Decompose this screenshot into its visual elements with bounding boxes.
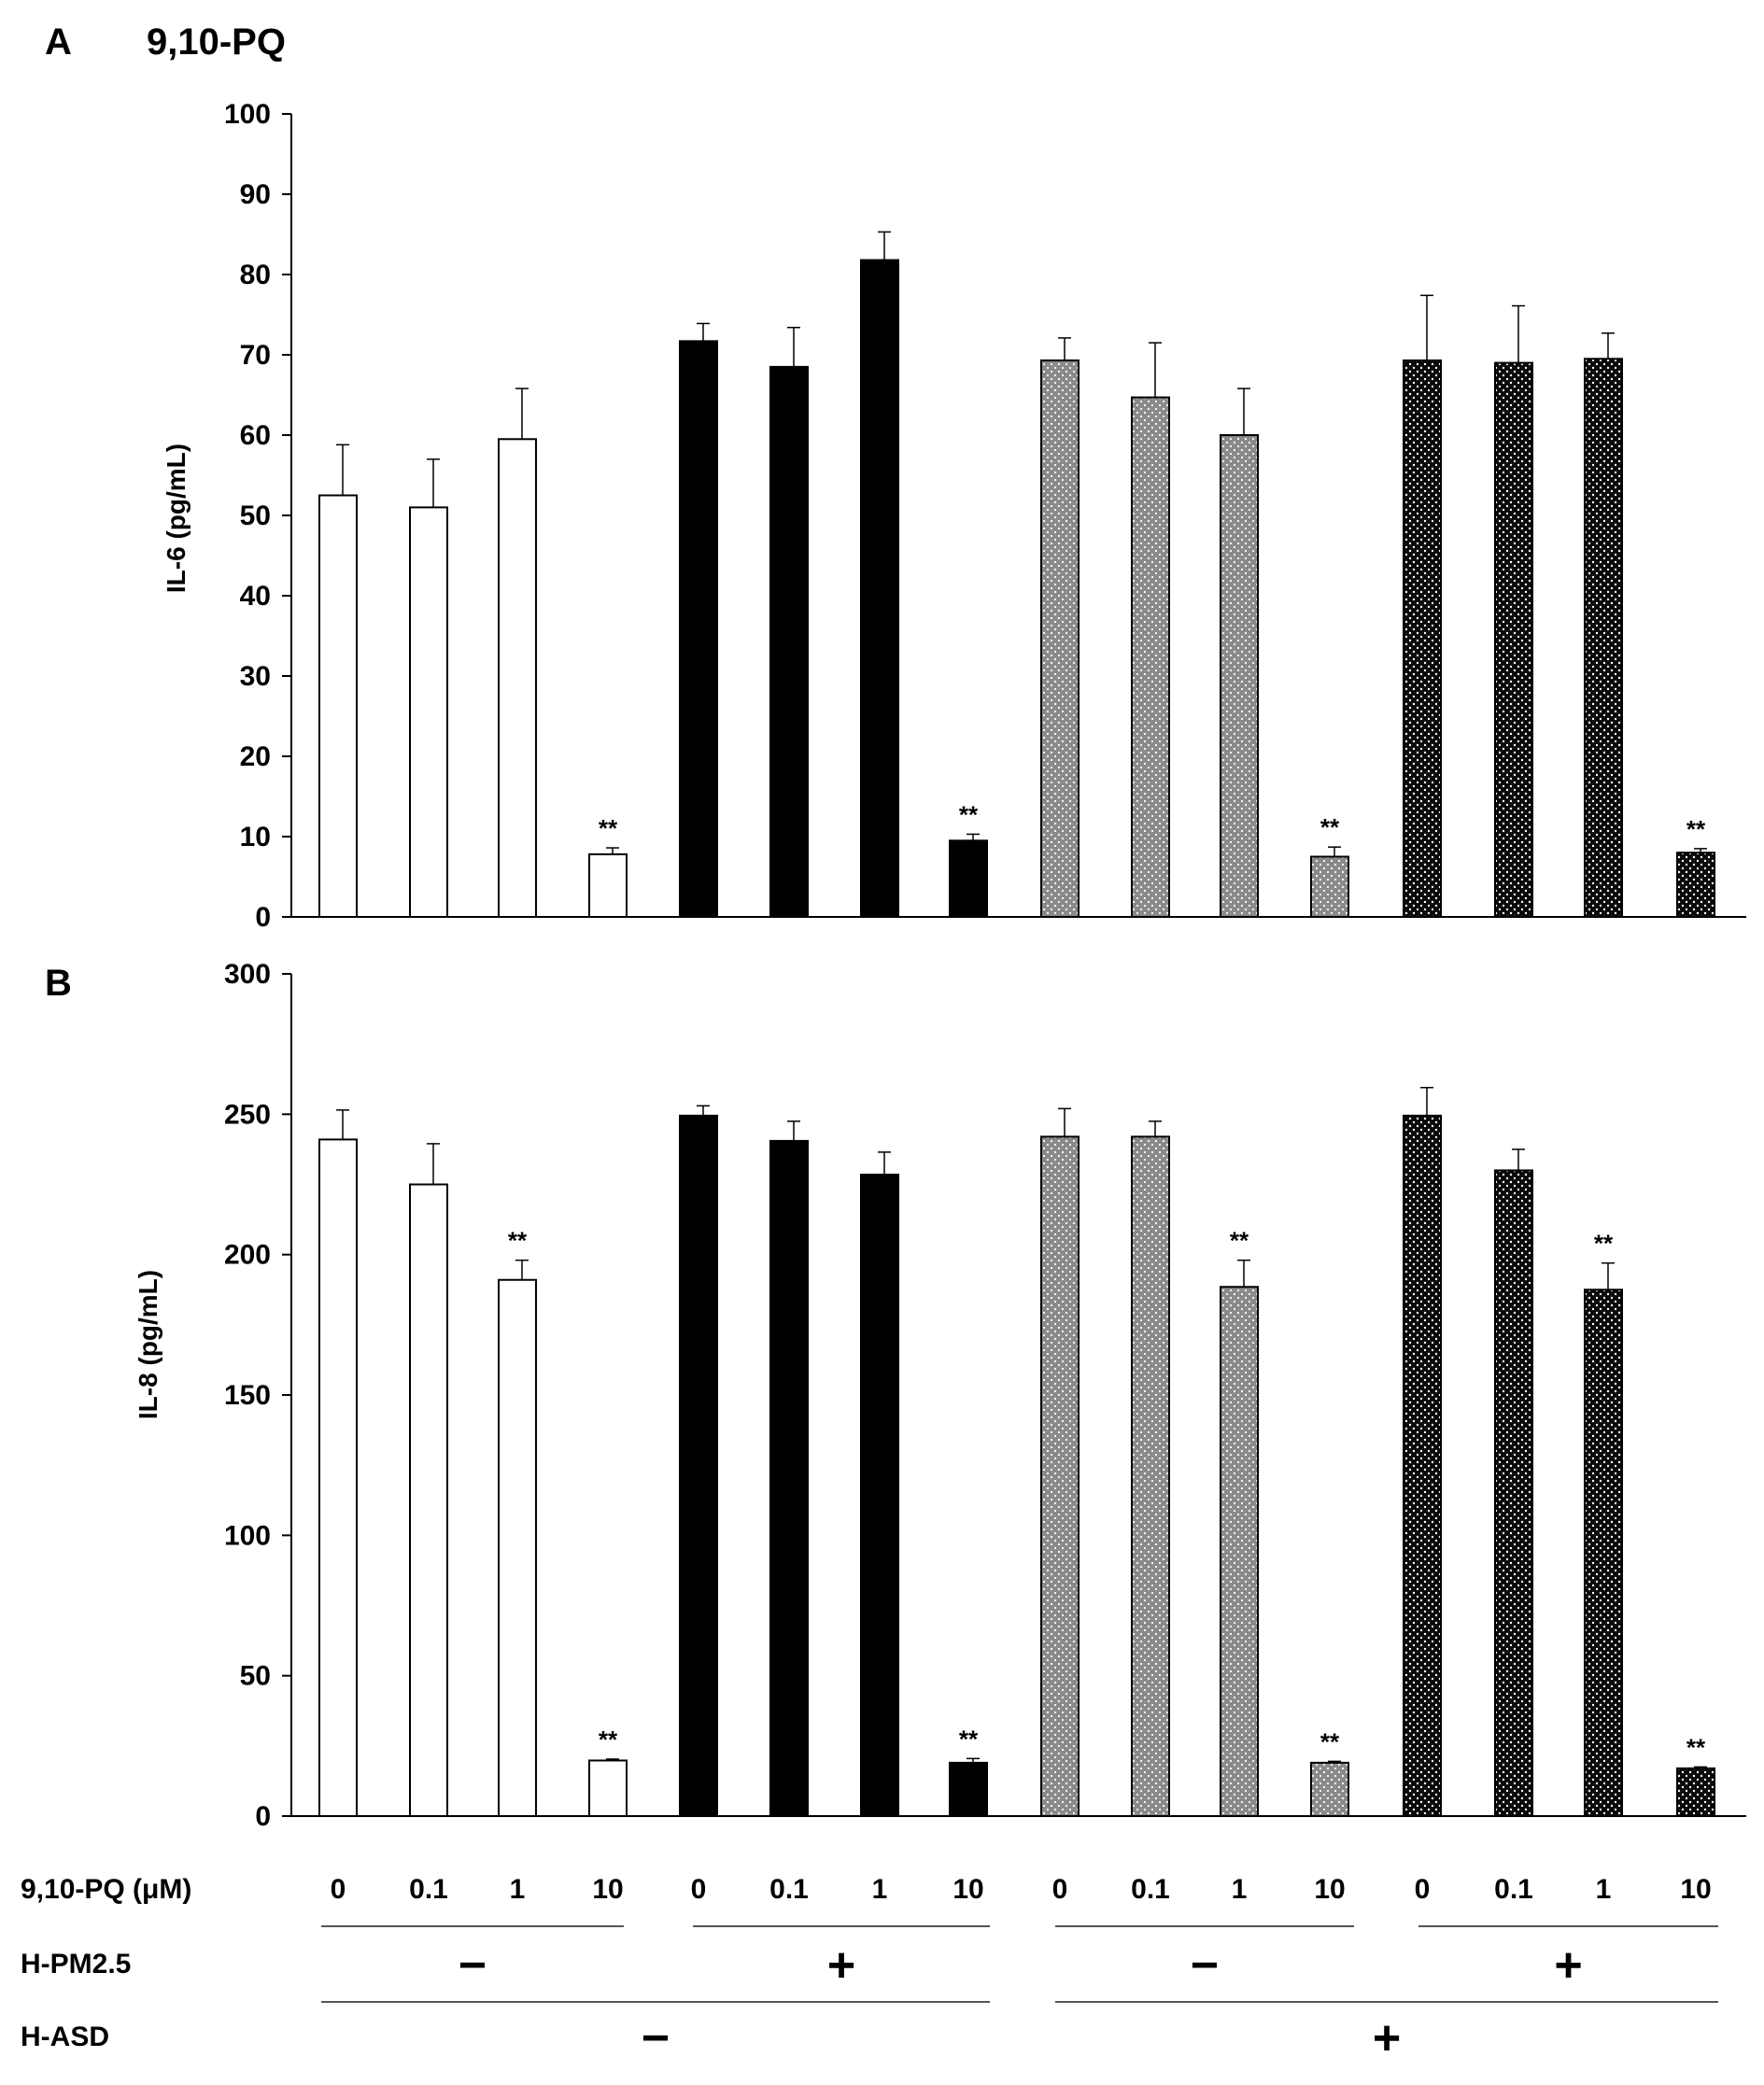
panel-a-significance-mark: ** bbox=[1686, 815, 1706, 843]
h-pm25-sign: + bbox=[827, 1938, 855, 1993]
panel-a-title: 9,10-PQ bbox=[147, 21, 286, 63]
panel-b-significance-mark: ** bbox=[1594, 1230, 1614, 1258]
panel-a-y-tick-label: 20 bbox=[240, 741, 271, 772]
panel-a-significance-mark: ** bbox=[959, 800, 979, 828]
concentration-value: 0 bbox=[1052, 1874, 1068, 1905]
panel-b-bar bbox=[409, 1183, 448, 1817]
panel-b-bar bbox=[860, 1173, 899, 1817]
panel-b-bar bbox=[769, 1139, 809, 1817]
panel-b-bar bbox=[1310, 1761, 1349, 1817]
concentration-value: 0.1 bbox=[409, 1874, 448, 1905]
condition-table: 9,10-PQ (μM) H-PM2.5 H-ASD 0 0.1 1 10 0 0.1 1 1… bbox=[21, 1874, 1718, 2065]
concentration-value: 0.1 bbox=[1494, 1874, 1533, 1905]
panel-a-chart: 0 10 20 30 40 50 60 70 80 90 100 ** ** ** ** bbox=[224, 99, 1746, 933]
panel-b-y-tick-label: 150 bbox=[224, 1380, 271, 1411]
concentration-value: 0 bbox=[1415, 1874, 1431, 1905]
panel-a-bar bbox=[1494, 361, 1533, 919]
panel-b-bar bbox=[1040, 1135, 1080, 1818]
panel-b-y-tick-label: 50 bbox=[240, 1661, 271, 1692]
panel-a-y-tick-label: 0 bbox=[255, 902, 271, 933]
h-asd-sign: + bbox=[1373, 2011, 1401, 2065]
panel-a-bar bbox=[769, 365, 809, 918]
panel-a-bar bbox=[588, 852, 628, 918]
panel-a-y-tick-label: 40 bbox=[240, 581, 271, 612]
panel-b-bar bbox=[588, 1759, 628, 1818]
panel-a-bar bbox=[1584, 358, 1623, 918]
panel-a-significance-mark: ** bbox=[1320, 813, 1340, 841]
panel-b-bar bbox=[1403, 1114, 1442, 1817]
panel-b-bar bbox=[1494, 1169, 1533, 1817]
h-pm25-sign: − bbox=[459, 1938, 487, 1993]
panel-b-bar bbox=[679, 1114, 718, 1817]
panel-a-bar bbox=[1403, 359, 1442, 918]
row-label-concentration: 9,10-PQ (μM) bbox=[21, 1874, 191, 1905]
concentration-value: 1 bbox=[1232, 1874, 1248, 1905]
panel-a-bar bbox=[498, 438, 537, 918]
panel-a-bar bbox=[860, 259, 899, 918]
panel-a-y-tick-label: 90 bbox=[240, 179, 271, 210]
panel-b-bar bbox=[1676, 1767, 1715, 1818]
concentration-value: 1 bbox=[872, 1874, 888, 1905]
panel-a-bar bbox=[1676, 852, 1715, 919]
panel-b-y-tick-label: 100 bbox=[224, 1520, 271, 1551]
panel-b-bar bbox=[949, 1761, 988, 1817]
panel-b-y-tick-label: 250 bbox=[224, 1099, 271, 1130]
panel-b-significance-mark: ** bbox=[508, 1227, 528, 1255]
panel-a-letter: A bbox=[45, 21, 72, 63]
panel-b-bar bbox=[498, 1278, 537, 1817]
panel-a-bar bbox=[409, 506, 448, 919]
h-pm25-sign: + bbox=[1554, 1938, 1582, 1993]
panel-a-y-tick-label: 80 bbox=[240, 260, 271, 290]
panel-b-chart: 0 50 100 150 200 250 300 ** ** ** ** ** ** ** bbox=[224, 959, 1746, 1832]
concentration-value: 1 bbox=[510, 1874, 526, 1905]
panel-b-significance-mark: ** bbox=[959, 1725, 979, 1753]
panel-a-y-tick-label: 30 bbox=[240, 661, 271, 692]
concentration-value: 10 bbox=[1314, 1874, 1345, 1905]
panel-b-letter: B bbox=[45, 963, 72, 1004]
concentration-value: 0.1 bbox=[1131, 1874, 1170, 1905]
panel-a-y-tick-label: 70 bbox=[240, 340, 271, 371]
panel-b-significance-mark: ** bbox=[1230, 1227, 1249, 1255]
concentration-value: 0 bbox=[691, 1874, 707, 1905]
panel-a-bar bbox=[318, 494, 358, 918]
panel-b-bar bbox=[1584, 1289, 1623, 1817]
panel-b-significance-mark: ** bbox=[1320, 1727, 1340, 1755]
concentration-value: 10 bbox=[592, 1874, 623, 1905]
panel-a-y-axis-title: IL-6 (pg/mL) bbox=[162, 444, 191, 593]
panel-a-y-tick-label: 60 bbox=[240, 420, 271, 451]
concentration-value: 10 bbox=[1680, 1874, 1711, 1905]
panel-b-y-tick-label: 300 bbox=[224, 959, 271, 990]
panel-b-y-axis-title: IL-8 (pg/mL) bbox=[134, 1270, 162, 1419]
panel-b-y-tick-label: 200 bbox=[224, 1240, 271, 1271]
concentration-value: 1 bbox=[1596, 1874, 1612, 1905]
panel-a-bar bbox=[1310, 855, 1349, 918]
row-label-h-asd: H-ASD bbox=[21, 2022, 109, 2052]
panel-a-bar bbox=[1040, 359, 1080, 918]
concentration-value: 0.1 bbox=[769, 1874, 809, 1905]
panel-b-bar bbox=[1220, 1286, 1259, 1817]
panel-b-significance-mark: ** bbox=[1686, 1733, 1706, 1761]
concentration-value: 10 bbox=[953, 1874, 983, 1905]
row-label-h-pm25: H-PM2.5 bbox=[21, 1949, 131, 1979]
panel-b-y-tick-label: 0 bbox=[255, 1801, 271, 1832]
concentration-value: 0 bbox=[331, 1874, 346, 1905]
panel-a-y-tick-label: 10 bbox=[240, 822, 271, 852]
panel-a-significance-mark: ** bbox=[599, 814, 618, 842]
panel-b-bar bbox=[1131, 1135, 1170, 1818]
panel-a-bar bbox=[949, 839, 988, 918]
h-pm25-sign: − bbox=[1191, 1938, 1219, 1993]
panel-a-bar bbox=[679, 340, 718, 918]
panel-a-bar bbox=[1131, 396, 1170, 918]
panel-b-bar bbox=[318, 1138, 358, 1817]
panel-a-y-tick-label: 100 bbox=[224, 99, 271, 130]
panel-a-y-tick-label: 50 bbox=[240, 500, 271, 531]
panel-b-significance-mark: ** bbox=[599, 1726, 618, 1754]
h-asd-sign: − bbox=[642, 2011, 670, 2065]
panel-a-bar bbox=[1220, 434, 1259, 918]
